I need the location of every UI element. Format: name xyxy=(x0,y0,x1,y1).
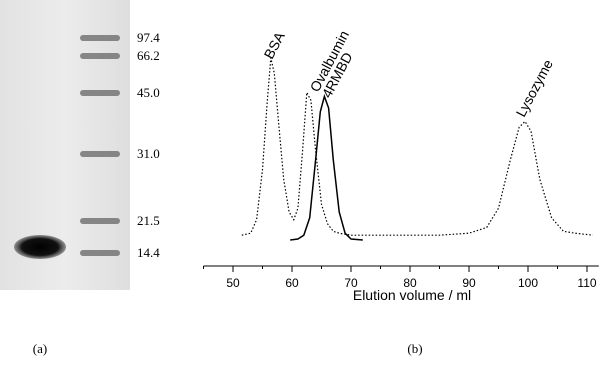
marker-label: 31.0 xyxy=(137,146,160,161)
marker-band xyxy=(80,250,120,256)
x-tick-label: 50 xyxy=(226,276,240,290)
marker-label: 97.4 xyxy=(137,30,160,45)
marker-band xyxy=(80,35,120,41)
caption-a: (a) xyxy=(33,341,47,356)
x-tick-label: 70 xyxy=(344,276,358,290)
sample-band xyxy=(14,235,66,259)
x-tick-label: 100 xyxy=(518,276,538,290)
figure: (a) (b) Elution volume / ml 97.466.245.0… xyxy=(0,0,615,369)
marker-label: 45.0 xyxy=(137,85,160,100)
marker-band xyxy=(80,90,120,96)
peak-label: BSA xyxy=(261,29,289,62)
marker-band xyxy=(80,218,120,224)
marker-band xyxy=(80,151,120,157)
x-tick-label: 80 xyxy=(403,276,417,290)
marker-label: 14.4 xyxy=(137,245,160,260)
caption-b: (b) xyxy=(407,341,422,356)
x-tick-label: 60 xyxy=(285,276,299,290)
marker-label: 21.5 xyxy=(137,213,160,228)
marker-label: 66.2 xyxy=(137,48,160,63)
x-tick-label: 110 xyxy=(577,276,596,290)
x-tick-label: 90 xyxy=(462,276,476,290)
marker-band xyxy=(80,53,120,59)
peak-label: Lysozyme xyxy=(513,57,557,120)
